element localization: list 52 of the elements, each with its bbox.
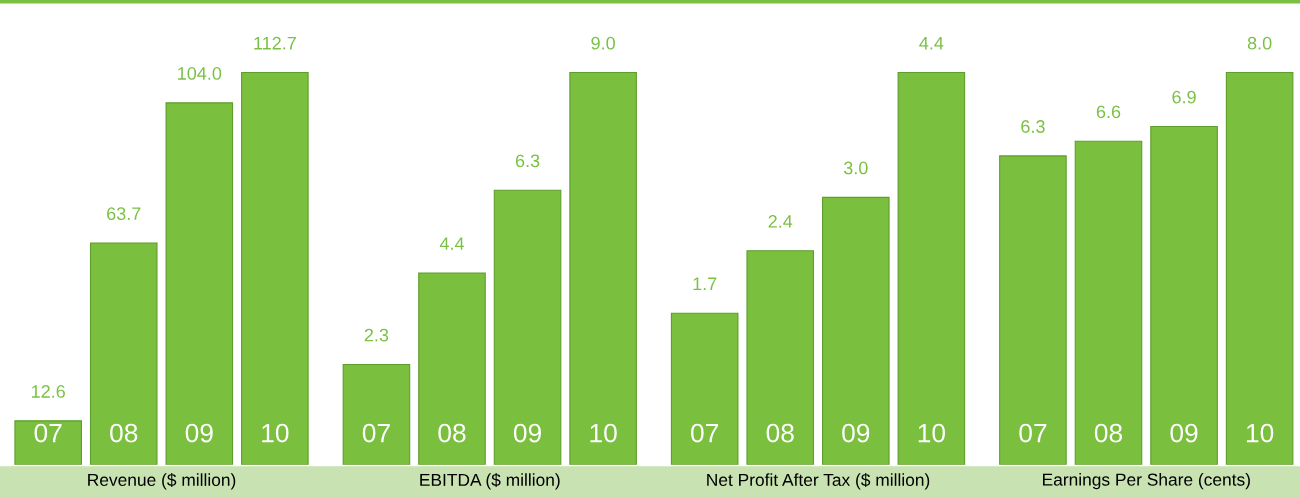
x-tick-label: 10 — [1246, 423, 1274, 443]
x-tick-label: 10 — [590, 423, 617, 443]
bar — [89, 242, 158, 465]
bar — [670, 312, 739, 465]
data-label: 6.6 — [1096, 105, 1121, 119]
bar — [165, 102, 234, 465]
bar — [1225, 72, 1294, 465]
data-label: 3.0 — [843, 161, 868, 175]
bar — [999, 155, 1067, 465]
x-tick-label: 08 — [438, 423, 466, 443]
x-tick-label: 09 — [513, 423, 541, 443]
data-label: 6.9 — [1172, 90, 1196, 104]
bar — [14, 420, 82, 465]
bar — [569, 72, 637, 465]
bar — [1150, 125, 1218, 465]
data-label: 8.0 — [1247, 36, 1272, 50]
data-label: 104.0 — [178, 67, 222, 80]
x-axis-title: EBITDA ($ million) — [420, 473, 560, 490]
data-label: 2.3 — [364, 328, 389, 342]
x-tick-label: 07 — [691, 423, 719, 443]
bar — [822, 196, 890, 465]
data-label: 4.4 — [439, 237, 465, 250]
x-axis-title: Revenue ($ million) — [88, 473, 236, 490]
data-label: 6.3 — [515, 154, 540, 168]
data-label: 4.4 — [919, 36, 944, 50]
bar — [746, 250, 815, 465]
x-tick-label: 08 — [766, 423, 794, 443]
bar — [241, 72, 309, 465]
x-axis-title: Earnings Per Share (cents) — [1043, 473, 1250, 490]
x-tick-label: 07 — [34, 423, 62, 443]
data-label: 1.7 — [693, 277, 717, 290]
bar — [418, 272, 486, 465]
x-tick-label: 07 — [362, 423, 390, 443]
x-tick-label: 09 — [842, 423, 870, 443]
x-tick-label: 07 — [1019, 423, 1047, 443]
bar — [342, 363, 411, 465]
data-label: 2.4 — [768, 215, 793, 228]
x-tick-label: 08 — [1094, 423, 1123, 443]
bar — [897, 72, 966, 465]
data-label: 9.0 — [591, 36, 615, 50]
bar — [493, 189, 562, 465]
x-tick-label: 08 — [110, 423, 138, 443]
data-label: 112.7 — [254, 36, 296, 50]
data-label: 63.7 — [107, 207, 141, 221]
bar — [1074, 140, 1143, 465]
x-tick-label: 10 — [262, 423, 289, 443]
data-label: 12.6 — [31, 385, 65, 398]
x-tick-label: 09 — [185, 423, 213, 443]
data-label: 6.3 — [1021, 120, 1045, 133]
x-tick-label: 09 — [1170, 423, 1198, 443]
x-axis-title: Net Profit After Tax ($ million) — [707, 473, 930, 490]
x-tick-label: 10 — [918, 423, 946, 443]
